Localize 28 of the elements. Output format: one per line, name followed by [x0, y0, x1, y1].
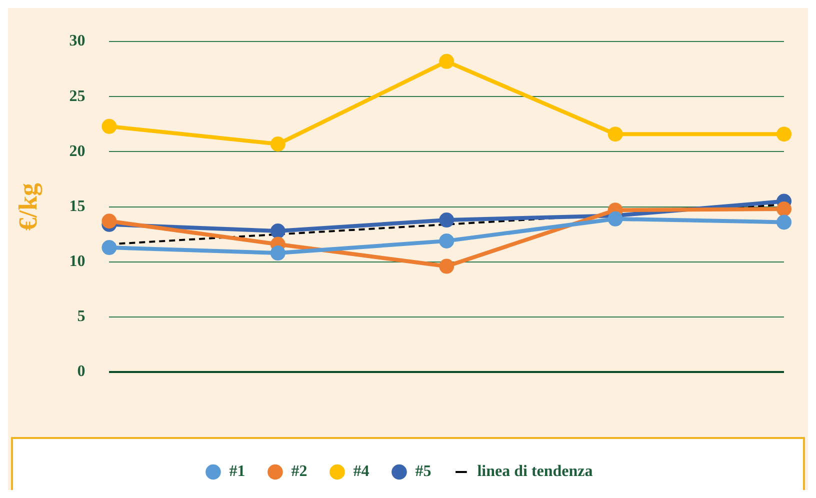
y-axis-title: €/kg — [13, 182, 42, 231]
point — [776, 202, 792, 217]
point — [270, 246, 286, 261]
point — [776, 126, 792, 142]
point — [439, 54, 454, 69]
point — [102, 214, 117, 229]
point — [439, 212, 454, 228]
y-tick-label: 0 — [77, 363, 86, 380]
y-tick-label: 20 — [69, 142, 86, 160]
point — [439, 258, 454, 274]
point — [102, 240, 117, 256]
legend-label: #2 — [291, 463, 308, 480]
y-tick-label: 5 — [77, 308, 86, 326]
point — [776, 214, 792, 230]
point — [270, 136, 286, 152]
point — [608, 211, 623, 226]
y-tick-label: 30 — [69, 32, 86, 50]
legend-label: linea di tendenza — [477, 463, 593, 480]
y-tick-label: 10 — [69, 253, 86, 270]
legend-label: #1 — [229, 463, 246, 480]
y-tick-label: 15 — [69, 198, 86, 215]
point — [608, 126, 623, 142]
y-tick-label: 25 — [69, 88, 86, 105]
legend-label: #4 — [353, 463, 370, 480]
point — [102, 118, 117, 134]
legend-label: #5 — [415, 463, 432, 480]
point — [270, 224, 286, 239]
point — [439, 233, 454, 248]
